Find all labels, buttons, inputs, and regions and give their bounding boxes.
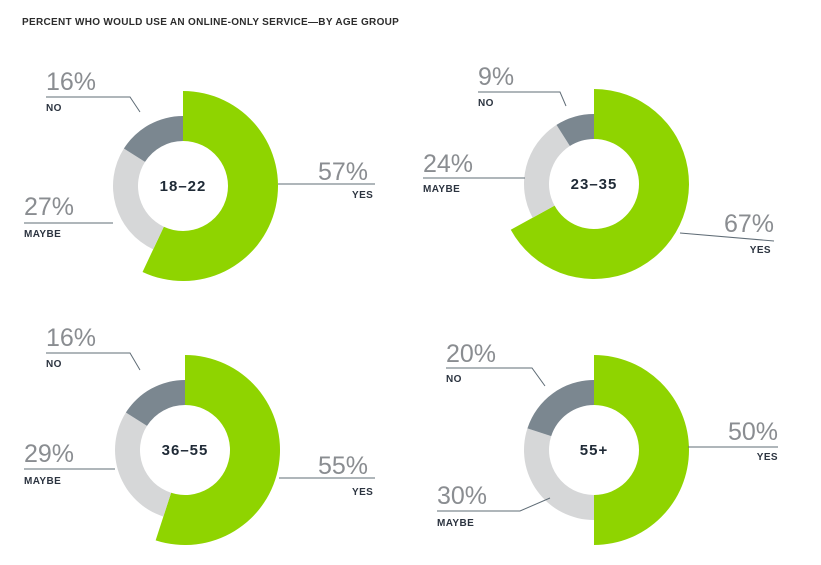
slice-value-label: 55%: [318, 452, 368, 480]
slice-value-label: 16%: [46, 324, 96, 352]
slice-value-label: 29%: [24, 440, 74, 468]
donut-slice-no: [125, 380, 185, 426]
age-group-label: 36–55: [162, 442, 209, 459]
donut-chart: 55% YES 29% MAYBE 16% NO 36–55: [24, 324, 375, 545]
slice-value-label: 67%: [724, 210, 774, 238]
slice-name-label: MAYBE: [437, 518, 474, 529]
donut-slice-yes: [155, 355, 281, 545]
donut-slice-maybe: [523, 428, 594, 520]
slice-name-label: YES: [352, 190, 373, 201]
donut-slice-maybe: [114, 412, 172, 517]
slice-name-label: YES: [757, 452, 778, 463]
leader-line: [46, 352, 141, 371]
age-group-label: 55+: [580, 442, 608, 459]
slice-name-label: MAYBE: [24, 476, 61, 487]
donut-slice-yes: [142, 91, 279, 281]
slice-value-label: 57%: [318, 158, 368, 186]
slice-name-label: MAYBE: [423, 184, 460, 195]
donut-slice-no: [527, 380, 594, 437]
slice-value-label: 24%: [423, 150, 473, 178]
donut-slice-yes: [510, 89, 690, 279]
donut-slice-maybe: [113, 148, 164, 250]
age-group-label: 18–22: [160, 178, 207, 195]
slice-value-label: 50%: [728, 418, 778, 446]
slice-value-label: 30%: [437, 482, 487, 510]
slice-name-label: YES: [750, 245, 771, 256]
donut-chart: 57% YES 27% MAYBE 16% NO 18–22: [24, 68, 375, 281]
slice-value-label: 16%: [46, 68, 96, 96]
leader-line: [46, 96, 141, 113]
slice-value-label: 27%: [24, 193, 74, 221]
leader-line: [679, 232, 775, 242]
slice-name-label: NO: [478, 98, 494, 109]
slice-name-label: NO: [46, 103, 62, 114]
slice-name-label: YES: [352, 487, 373, 498]
slice-name-label: NO: [46, 359, 62, 370]
donut-chart: 67% YES 24% MAYBE 9% NO 23–35: [423, 63, 775, 279]
donut-slice-no: [123, 116, 183, 162]
leader-line: [437, 497, 551, 512]
leader-line: [446, 367, 546, 387]
donut-chart: 50% YES 30% MAYBE 20% NO 55+: [437, 340, 778, 545]
age-group-label: 23–35: [571, 176, 618, 193]
leader-line: [478, 91, 567, 107]
donut-slice-maybe: [524, 124, 570, 218]
slice-name-label: MAYBE: [24, 229, 61, 240]
slice-name-label: NO: [446, 374, 462, 385]
slice-value-label: 9%: [478, 63, 514, 91]
slice-value-label: 20%: [446, 340, 496, 368]
donut-slice-yes: [594, 355, 689, 545]
donut-slice-no: [556, 114, 594, 147]
chart-title: PERCENT WHO WOULD USE AN ONLINE-ONLY SER…: [22, 17, 400, 28]
